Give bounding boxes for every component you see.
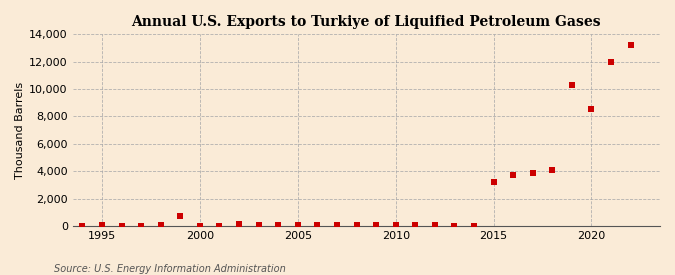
- Point: [390, 223, 401, 228]
- Point: [77, 223, 88, 228]
- Point: [449, 224, 460, 228]
- Point: [410, 222, 421, 227]
- Point: [57, 224, 68, 228]
- Point: [488, 180, 499, 184]
- Point: [508, 172, 518, 177]
- Point: [331, 223, 342, 228]
- Point: [468, 224, 479, 228]
- Point: [605, 59, 616, 64]
- Point: [625, 43, 636, 48]
- Point: [175, 214, 186, 219]
- Text: Source: U.S. Energy Information Administration: Source: U.S. Energy Information Administ…: [54, 264, 286, 274]
- Point: [371, 223, 381, 228]
- Point: [155, 223, 166, 228]
- Point: [253, 222, 264, 227]
- Point: [586, 107, 597, 111]
- Point: [136, 224, 146, 228]
- Title: Annual U.S. Exports to Turkiye of Liquified Petroleum Gases: Annual U.S. Exports to Turkiye of Liquif…: [132, 15, 601, 29]
- Point: [527, 170, 538, 175]
- Point: [97, 223, 107, 227]
- Y-axis label: Thousand Barrels: Thousand Barrels: [15, 82, 25, 179]
- Point: [312, 223, 323, 228]
- Point: [194, 224, 205, 228]
- Point: [273, 223, 284, 227]
- Point: [547, 168, 558, 173]
- Point: [234, 222, 244, 226]
- Point: [351, 223, 362, 228]
- Point: [116, 224, 127, 228]
- Point: [214, 224, 225, 228]
- Point: [292, 223, 303, 228]
- Point: [566, 83, 577, 87]
- Point: [429, 223, 440, 228]
